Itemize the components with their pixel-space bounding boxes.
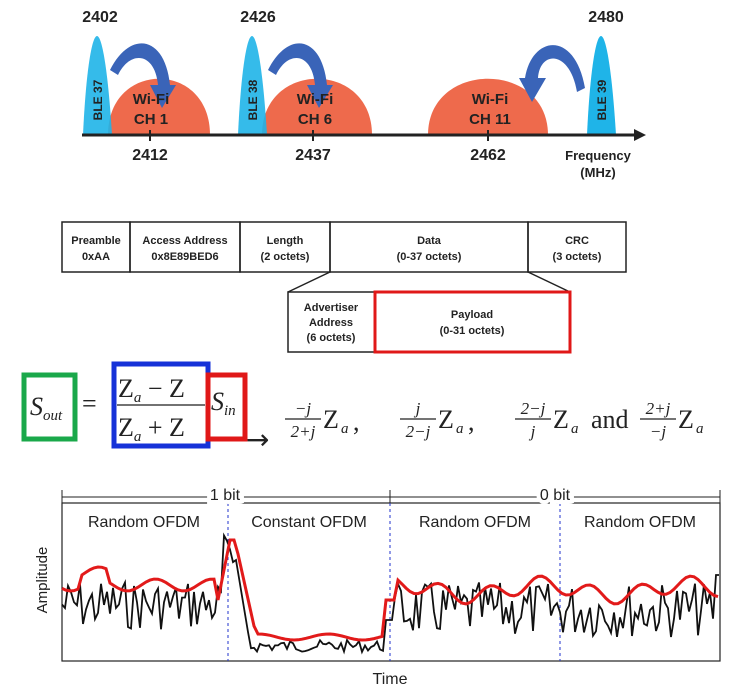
num-sub: a [134, 390, 142, 406]
svg-text:Sin: Sin [211, 387, 236, 419]
bit1-label: 1 bit [210, 487, 241, 504]
field-access-address-detail: 0x8E89BED6 [151, 251, 218, 263]
spectrum-diagram: 2402 2426 2480 2412 2437 2462 Wi-Fi CH 1… [82, 9, 646, 180]
and-word: and [591, 405, 629, 434]
s-out-sub: out [43, 408, 63, 424]
term-separator: , [468, 407, 475, 436]
field-advertiser: Advertiser [304, 302, 359, 314]
field-crc-detail: (3 octets) [553, 251, 602, 263]
term-numerator: j [414, 399, 421, 418]
wifi-ch6-channel: CH 6 [298, 111, 332, 128]
svg-text:Za + Z: Za + Z [118, 413, 185, 445]
term-z: Z [678, 405, 694, 434]
den-rest: + Z [141, 413, 185, 442]
ble39-lobe [587, 36, 616, 135]
ofdm-signal-plot: 1 bit 0 bit Random OFDM Constant OFDM Ra… [34, 483, 721, 688]
ble39-label: BLE 39 [595, 79, 609, 120]
term-separator: , [353, 407, 360, 436]
arrow-icon [268, 43, 333, 108]
term-numerator: 2−j [521, 399, 546, 418]
term-denominator: 2−j [406, 422, 431, 441]
s-in: S [211, 387, 224, 416]
frequency-axis-unit: (MHz) [580, 165, 615, 180]
wifi-ch11-freq: 2462 [470, 147, 506, 164]
term-z-sub: a [571, 421, 579, 437]
field-data: Data [417, 235, 442, 247]
term-z-sub: a [696, 421, 704, 437]
term-z: Z [438, 405, 454, 434]
arrow-icon: → [246, 423, 269, 456]
ble37-label: BLE 37 [91, 79, 105, 120]
envelope-signal-line [61, 538, 719, 642]
field-length-detail: (2 octets) [261, 251, 310, 263]
wifi-ch1-channel: CH 1 [134, 111, 168, 128]
wifi-ch1-lobe [108, 78, 210, 135]
field-data-detail: (0-37 octets) [397, 251, 462, 263]
num-z: Z [118, 374, 134, 403]
frequency-axis-label: Frequency [565, 148, 632, 163]
field-payload: Payload [451, 309, 493, 321]
svg-text:Sout: Sout [30, 392, 63, 424]
ble38-lobe [238, 36, 267, 135]
term-z-sub: a [456, 421, 464, 437]
segment-label: Random OFDM [88, 514, 200, 531]
den-z: Z [118, 413, 134, 442]
ble38-label: BLE 38 [246, 79, 260, 120]
bit0-label: 0 bit [540, 487, 571, 504]
field-preamble: Preamble [71, 235, 121, 247]
ble38-freq: 2426 [240, 9, 276, 26]
arrow-icon [519, 45, 585, 102]
wifi-ch11-lobe [428, 78, 548, 135]
segment-label: Random OFDM [419, 514, 531, 531]
ble39-freq: 2480 [588, 9, 624, 26]
s-out: S [30, 392, 43, 421]
term-denominator: 2+j [291, 422, 316, 441]
equals: = [82, 389, 97, 418]
segment-label: Random OFDM [584, 514, 696, 531]
hop-arrows [110, 43, 585, 108]
field-advertiser-detail: (6 octets) [307, 332, 356, 344]
term-numerator: −j [295, 399, 311, 418]
wifi-ch6-label: Wi-Fi [297, 91, 334, 108]
field-crc: CRC [565, 235, 589, 247]
wifi-ch6-lobe [262, 78, 372, 135]
wifi-ch6-freq: 2437 [295, 147, 331, 164]
field-length: Length [267, 235, 304, 247]
term-numerator: 2+j [646, 399, 671, 418]
field-access-address: Access Address [142, 235, 227, 247]
wifi-ch11-label: Wi-Fi [472, 91, 509, 108]
num-rest: − Z [141, 374, 185, 403]
wifi-ch11-channel: CH 11 [469, 111, 511, 128]
term-z-sub: a [341, 421, 349, 437]
ble37-freq: 2402 [82, 9, 118, 26]
x-axis-label: Time [373, 671, 408, 688]
ble37-lobe [83, 36, 112, 135]
term-z: Z [553, 405, 569, 434]
ble-packet-format [61, 221, 627, 354]
field-payload-detail: (0-31 octets) [440, 325, 505, 337]
wifi-ch1-freq: 2412 [132, 147, 168, 164]
wifi-ch1-label: Wi-Fi [133, 91, 170, 108]
arrow-icon [110, 43, 176, 108]
segment-label: Constant OFDM [251, 514, 367, 531]
den-sub: a [134, 429, 142, 445]
svg-text:Za − Z: Za − Z [118, 374, 185, 406]
term-denominator: j [529, 422, 536, 441]
term-z: Z [323, 405, 339, 434]
field-advertiser-address: Address [309, 317, 353, 329]
term-denominator: −j [650, 422, 666, 441]
raw-signal-line [61, 532, 719, 655]
field-preamble-detail: 0xAA [82, 251, 110, 263]
axis-arrowhead-icon [634, 129, 646, 141]
s-in-sub: in [224, 403, 236, 419]
y-axis-label: Amplitude [34, 547, 51, 614]
